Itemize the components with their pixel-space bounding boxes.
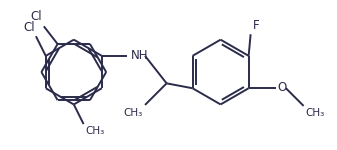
- Text: Cl: Cl: [30, 10, 42, 23]
- Text: CH₃: CH₃: [86, 126, 105, 136]
- Text: NH: NH: [131, 49, 149, 62]
- Text: O: O: [277, 81, 286, 94]
- Text: F: F: [252, 19, 259, 32]
- Text: Cl: Cl: [23, 21, 35, 34]
- Text: CH₃: CH₃: [124, 108, 143, 118]
- Text: CH₃: CH₃: [306, 108, 325, 118]
